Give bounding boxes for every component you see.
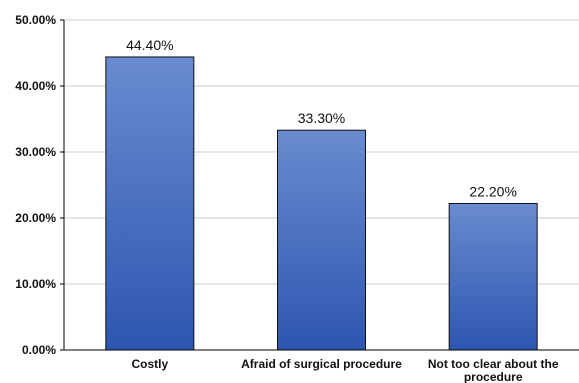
axes — [60, 19, 579, 351]
y-tick-label: 0.00% — [22, 343, 56, 357]
x-category-label: Costly — [131, 357, 168, 371]
x-category-label-line: Costly — [131, 357, 168, 371]
bars — [105, 56, 538, 351]
bar-1 — [105, 56, 195, 351]
y-tick-label: 20.00% — [15, 211, 56, 225]
y-tick-label: 10.00% — [15, 277, 56, 291]
data-label: 33.30% — [298, 110, 345, 126]
data-label: 22.20% — [469, 183, 516, 199]
x-category-label: Not too clear about the procedure — [428, 357, 559, 383]
bar-3 — [448, 202, 538, 351]
bar-2 — [277, 129, 366, 351]
x-category-label-line: Afraid of surgical procedure — [241, 357, 402, 371]
labels: 0.00% 10.00% 20.00% 30.00% 40.00% 50.00% 44.40… — [15, 13, 559, 383]
x-category-label: Afraid of surgical procedure — [241, 357, 402, 371]
data-label: 44.40% — [126, 37, 173, 53]
y-tick-label: 50.00% — [15, 13, 56, 27]
y-tick-label: 40.00% — [15, 79, 56, 93]
x-category-label-line: procedure — [464, 370, 523, 383]
x-category-label-line: Not too clear about the — [428, 357, 559, 371]
y-tick-label: 30.00% — [15, 145, 56, 159]
